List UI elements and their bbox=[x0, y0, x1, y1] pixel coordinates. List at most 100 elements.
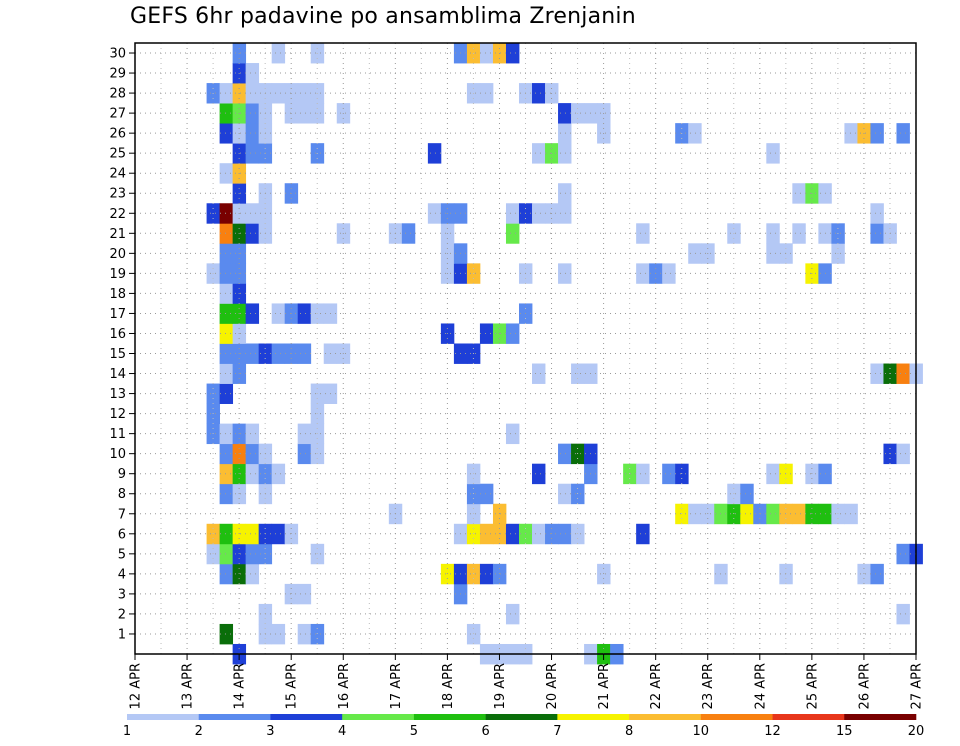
heatmap-cell bbox=[297, 443, 312, 465]
heatmap-cell bbox=[284, 583, 299, 605]
heatmap-cell bbox=[219, 383, 234, 404]
heatmap-cell bbox=[297, 103, 312, 124]
heatmap-cell bbox=[870, 363, 884, 384]
y-tick-label: 26 bbox=[109, 127, 126, 142]
colorbar-segment bbox=[772, 714, 845, 720]
heatmap-cell bbox=[532, 143, 546, 164]
heatmap-cell bbox=[271, 303, 286, 324]
heatmap-cell bbox=[492, 523, 507, 545]
colorbar-label: 8 bbox=[625, 724, 633, 739]
heatmap-cell bbox=[219, 423, 234, 445]
y-tick-label: 2 bbox=[118, 607, 126, 622]
grid-layer bbox=[135, 43, 916, 654]
heatmap-cell bbox=[662, 463, 676, 485]
heatmap-cell bbox=[792, 183, 806, 204]
y-tick-label: 5 bbox=[118, 547, 126, 562]
heatmap-cell bbox=[558, 183, 572, 204]
heatmap-cell bbox=[245, 83, 260, 104]
heatmap-cell bbox=[245, 443, 260, 465]
heatmap-cell bbox=[479, 43, 494, 64]
heatmap-cell bbox=[532, 363, 546, 384]
y-tick-label: 7 bbox=[118, 507, 126, 522]
heatmap-cell bbox=[245, 123, 260, 144]
x-tick-label: 16 APR bbox=[337, 663, 352, 709]
heatmap-cell bbox=[284, 523, 299, 545]
x-tick-label: 14 APR bbox=[233, 663, 248, 709]
y-tick-label: 17 bbox=[109, 307, 126, 322]
heatmap-cell bbox=[206, 543, 221, 565]
heatmap-cell bbox=[219, 543, 234, 565]
heatmap-cell bbox=[232, 523, 247, 545]
x-tick-label: 27 APR bbox=[910, 663, 925, 709]
x-tick-label: 17 APR bbox=[389, 663, 404, 709]
heatmap-cell bbox=[766, 223, 780, 244]
y-tick-label: 27 bbox=[109, 107, 126, 122]
heatmap-cell bbox=[532, 463, 546, 485]
heatmap-cell bbox=[297, 583, 312, 605]
heatmap-cell bbox=[219, 463, 234, 485]
heatmap-cell bbox=[532, 83, 546, 104]
heatmap-cell bbox=[245, 63, 260, 84]
x-tick-label: 24 APR bbox=[753, 663, 768, 709]
y-tick-label: 1 bbox=[118, 627, 126, 642]
colorbar-label: 6 bbox=[481, 724, 489, 739]
heatmap-cell bbox=[766, 503, 780, 525]
heatmap-cell bbox=[219, 483, 234, 505]
y-tick-label: 8 bbox=[118, 487, 126, 502]
x-tick-label: 18 APR bbox=[441, 663, 456, 709]
heatmap-cell bbox=[245, 423, 260, 445]
colorbar-segment bbox=[485, 714, 558, 720]
y-tick-label: 23 bbox=[109, 187, 126, 202]
heatmap-cell bbox=[688, 123, 702, 144]
heatmap-cell bbox=[479, 483, 494, 505]
colorbar-label: 15 bbox=[836, 724, 853, 739]
y-tick-label: 13 bbox=[109, 387, 126, 402]
heatmap-cell bbox=[492, 563, 507, 585]
heatmap-cell bbox=[766, 243, 780, 264]
heatmap-cell bbox=[479, 523, 494, 545]
heatmap-cell bbox=[688, 503, 702, 525]
heatmap-cell bbox=[245, 203, 260, 224]
y-tick-label: 24 bbox=[109, 167, 126, 182]
heatmap-cell bbox=[219, 103, 234, 124]
heatmap-cell bbox=[245, 103, 260, 124]
y-tick-label: 28 bbox=[109, 87, 126, 102]
heatmap-cell bbox=[219, 283, 234, 304]
heatmap-cell bbox=[505, 603, 520, 625]
heatmap-cell bbox=[245, 223, 260, 244]
y-tick-label: 15 bbox=[109, 347, 126, 362]
heatmap-cell bbox=[505, 223, 520, 244]
heatmap-cell bbox=[271, 463, 286, 485]
heatmap-cell bbox=[844, 123, 858, 144]
heatmap-cell bbox=[636, 223, 650, 244]
heatmap-cell bbox=[505, 203, 520, 224]
heatmap-cell bbox=[232, 543, 247, 565]
heatmap-cell bbox=[310, 623, 325, 645]
heatmap-cell bbox=[636, 463, 650, 485]
heatmap-cell bbox=[219, 123, 234, 144]
heatmap-cell bbox=[662, 263, 676, 284]
heatmap-cell bbox=[271, 43, 286, 64]
y-tick-label: 10 bbox=[109, 447, 126, 462]
y-tick-label: 9 bbox=[118, 467, 126, 482]
colorbar-label: 2 bbox=[195, 724, 203, 739]
heatmap-cell bbox=[505, 423, 520, 445]
x-tick-label: 13 APR bbox=[181, 663, 196, 709]
heatmap-cell bbox=[219, 263, 234, 284]
colorbar-label: 7 bbox=[553, 724, 561, 739]
heatmap-cell bbox=[896, 543, 910, 565]
heatmap-cell bbox=[219, 83, 234, 104]
heatmap-cell bbox=[558, 263, 572, 284]
colorbar-label: 5 bbox=[410, 724, 418, 739]
heatmap-cell bbox=[792, 223, 806, 244]
y-tick-label: 16 bbox=[109, 327, 126, 342]
y-tick-label: 11 bbox=[109, 427, 126, 442]
heatmap-cell bbox=[636, 263, 650, 284]
y-tick-label: 3 bbox=[118, 587, 126, 602]
heatmap-cell bbox=[896, 443, 910, 465]
y-tick-label: 30 bbox=[109, 47, 126, 62]
colorbar-legend: 1 2 3 4 5 6 7 8 10 12 15 20 bbox=[123, 714, 924, 739]
x-tick-label: 15 APR bbox=[285, 663, 300, 709]
